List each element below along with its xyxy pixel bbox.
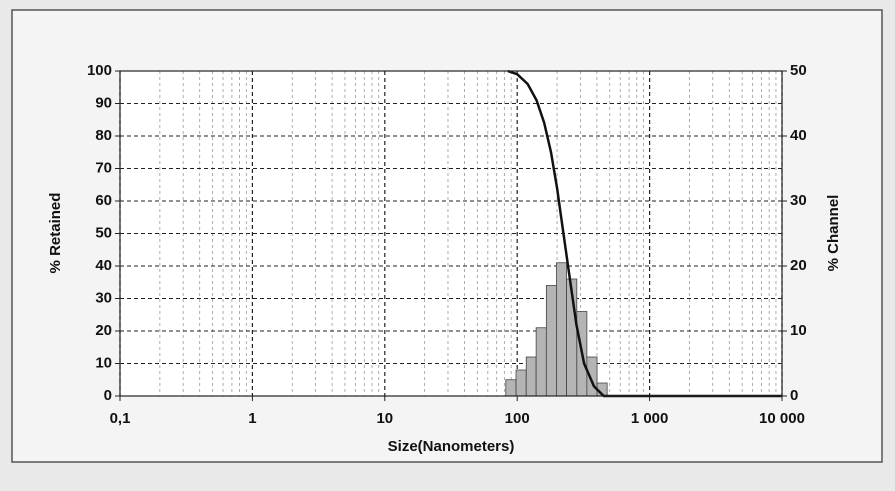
x-tick-label: 10 bbox=[376, 410, 393, 427]
histogram-bar bbox=[556, 262, 567, 397]
histogram-bar bbox=[535, 327, 547, 397]
y2-axis-label: % Channel bbox=[825, 195, 842, 272]
y-tick-label: 10 bbox=[95, 354, 112, 371]
x-tick-label: 1 bbox=[248, 410, 256, 427]
x-tick-label: 1 000 bbox=[631, 410, 669, 427]
y-tick-label: 0 bbox=[104, 387, 112, 404]
y-tick-label: 40 bbox=[95, 257, 112, 274]
x-tick-label: 0,1 bbox=[110, 410, 131, 427]
x-tick-label: 10 000 bbox=[759, 410, 805, 427]
y2-tick-label: 10 bbox=[790, 322, 807, 339]
y-tick-label: 50 bbox=[95, 224, 112, 241]
y-axis-label: % Retained bbox=[47, 193, 64, 274]
y2-tick-label: 0 bbox=[790, 387, 798, 404]
y2-tick-label: 40 bbox=[790, 127, 807, 144]
y2-tick-label: 50 bbox=[790, 62, 807, 79]
y-tick-label: 90 bbox=[95, 94, 112, 111]
cumulative-line bbox=[507, 69, 782, 398]
x-axis-label: Size(Nanometers) bbox=[388, 438, 515, 455]
y-tick-label: 100 bbox=[87, 62, 112, 79]
histogram-bar bbox=[515, 369, 527, 397]
x-tick-label: 100 bbox=[505, 410, 530, 427]
plot-border bbox=[119, 70, 783, 397]
y2-tick-label: 20 bbox=[790, 257, 807, 274]
histogram-bar bbox=[545, 285, 557, 397]
y-tick-label: 80 bbox=[95, 127, 112, 144]
histogram-bar bbox=[505, 379, 517, 397]
y-tick-label: 60 bbox=[95, 192, 112, 209]
y-tick-label: 20 bbox=[95, 322, 112, 339]
y-tick-label: 30 bbox=[95, 289, 112, 306]
y2-tick-label: 30 bbox=[790, 192, 807, 209]
y-tick-label: 70 bbox=[95, 159, 112, 176]
histogram-bar bbox=[525, 356, 537, 397]
